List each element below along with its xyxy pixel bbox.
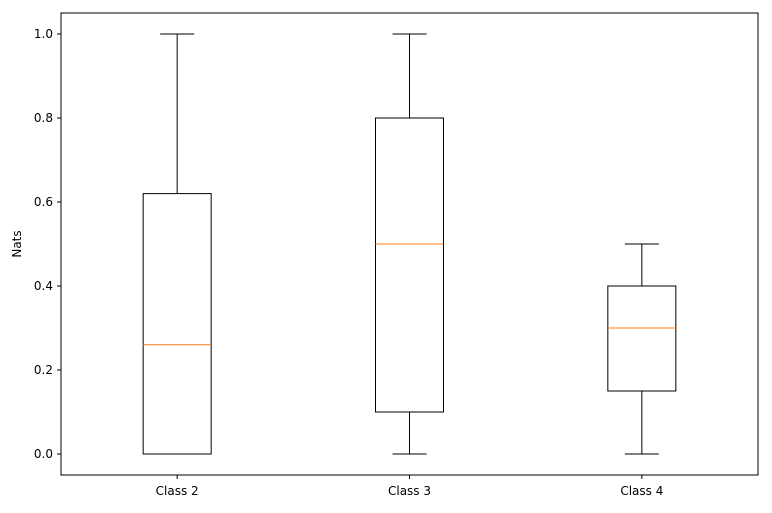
box xyxy=(375,117,444,413)
y-tick-label: 1.0 xyxy=(34,27,53,41)
x-axis-ticks: Class 2 Class 3 Class 4 xyxy=(156,475,663,498)
y-tick-label: 0.4 xyxy=(34,279,53,293)
box xyxy=(142,193,212,455)
box-group-3 xyxy=(607,243,677,455)
y-tick-label: 0.8 xyxy=(34,111,53,125)
y-axis-label: Nats xyxy=(10,230,24,257)
x-tick-label: Class 4 xyxy=(620,484,663,498)
box xyxy=(607,285,677,392)
axes-frame xyxy=(60,12,759,476)
box-group-2 xyxy=(375,33,444,455)
plot-marks xyxy=(142,33,677,455)
y-tick-label: 0.0 xyxy=(34,447,53,461)
x-tick-label: Class 2 xyxy=(156,484,199,498)
box-group-1 xyxy=(142,33,212,455)
x-tick-label: Class 3 xyxy=(388,484,431,498)
y-tick-label: 0.2 xyxy=(34,363,53,377)
y-axis-ticks: 0.0 0.2 0.4 0.6 0.8 1.0 xyxy=(34,27,61,461)
y-tick-label: 0.6 xyxy=(34,195,53,209)
